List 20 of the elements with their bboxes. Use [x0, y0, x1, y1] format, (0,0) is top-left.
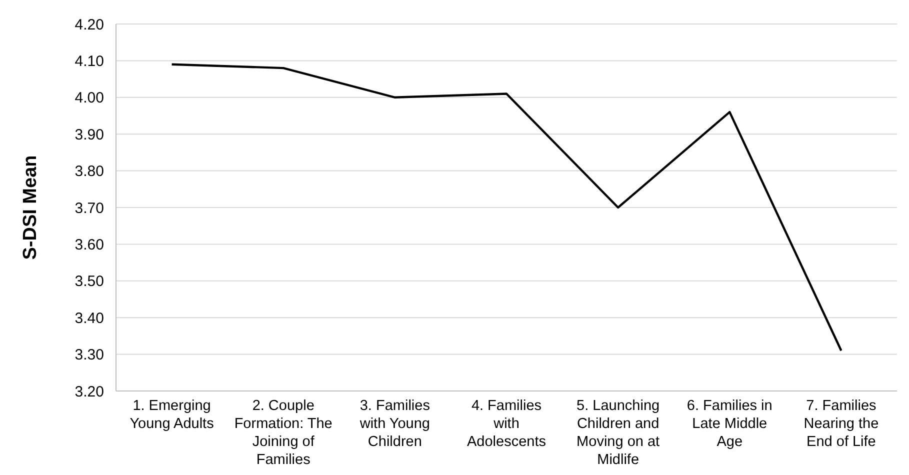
x-tick-label: 1. Emerging Young Adults — [130, 398, 214, 432]
y-tick-label: 3.60 — [74, 236, 104, 254]
x-tick-label: 4. Families with Adolescents — [467, 398, 546, 450]
y-tick-label: 3.20 — [74, 383, 104, 400]
x-tick-label: 3. Families with Young Children — [358, 398, 430, 450]
line-series — [170, 63, 842, 352]
y-tick-label: 3.70 — [74, 200, 104, 217]
y-tick-label: 4.00 — [74, 90, 104, 107]
y-tick-label: 3.30 — [74, 346, 104, 364]
y-tick-label: 3.50 — [74, 273, 104, 290]
y-tick-label: 3.90 — [74, 126, 104, 144]
y-axis-title: S-DSI Mean — [20, 155, 41, 260]
x-tick-label: 7. Families Nearing the End of Life — [804, 398, 879, 450]
x-tick-label: 5. Launching Children and Moving on at Midlife — [576, 398, 660, 468]
x-tick-label: 2. Couple Formation: The Joining of Families — [234, 398, 332, 468]
y-tick-label: 4.10 — [74, 52, 104, 70]
x-tick-label: 6. Families in Late Middle Age — [686, 398, 772, 450]
y-tick-label: 3.40 — [74, 310, 104, 327]
y-tick-label: 3.80 — [74, 163, 104, 180]
y-tick-label: 4.20 — [74, 16, 104, 34]
